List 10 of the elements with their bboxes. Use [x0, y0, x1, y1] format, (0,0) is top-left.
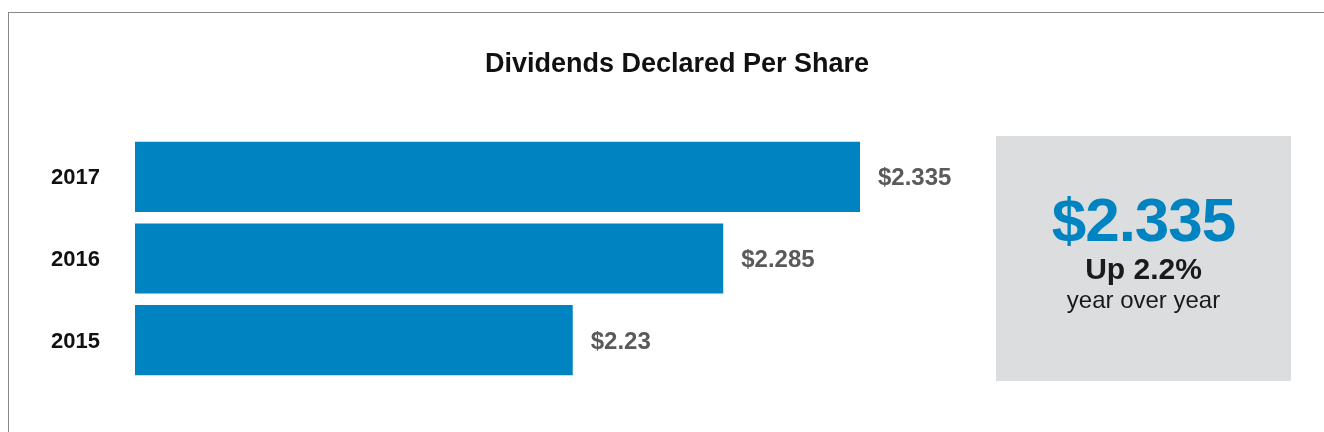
y-tick-label: 2017 [51, 164, 100, 190]
data-label: $2.23 [590, 326, 651, 354]
data-label: $2.335 [878, 163, 952, 191]
text: Up 2.2% [1084, 252, 1203, 286]
y-tick-label: 2015 [51, 327, 100, 353]
text: year over year [1065, 286, 1222, 314]
y-tick-label: 2016 [51, 246, 100, 271]
text: $2.335 [1050, 185, 1237, 254]
chart-title: Dividends Declared Per Share [484, 47, 870, 78]
data-label: $2.285 [741, 245, 815, 272]
